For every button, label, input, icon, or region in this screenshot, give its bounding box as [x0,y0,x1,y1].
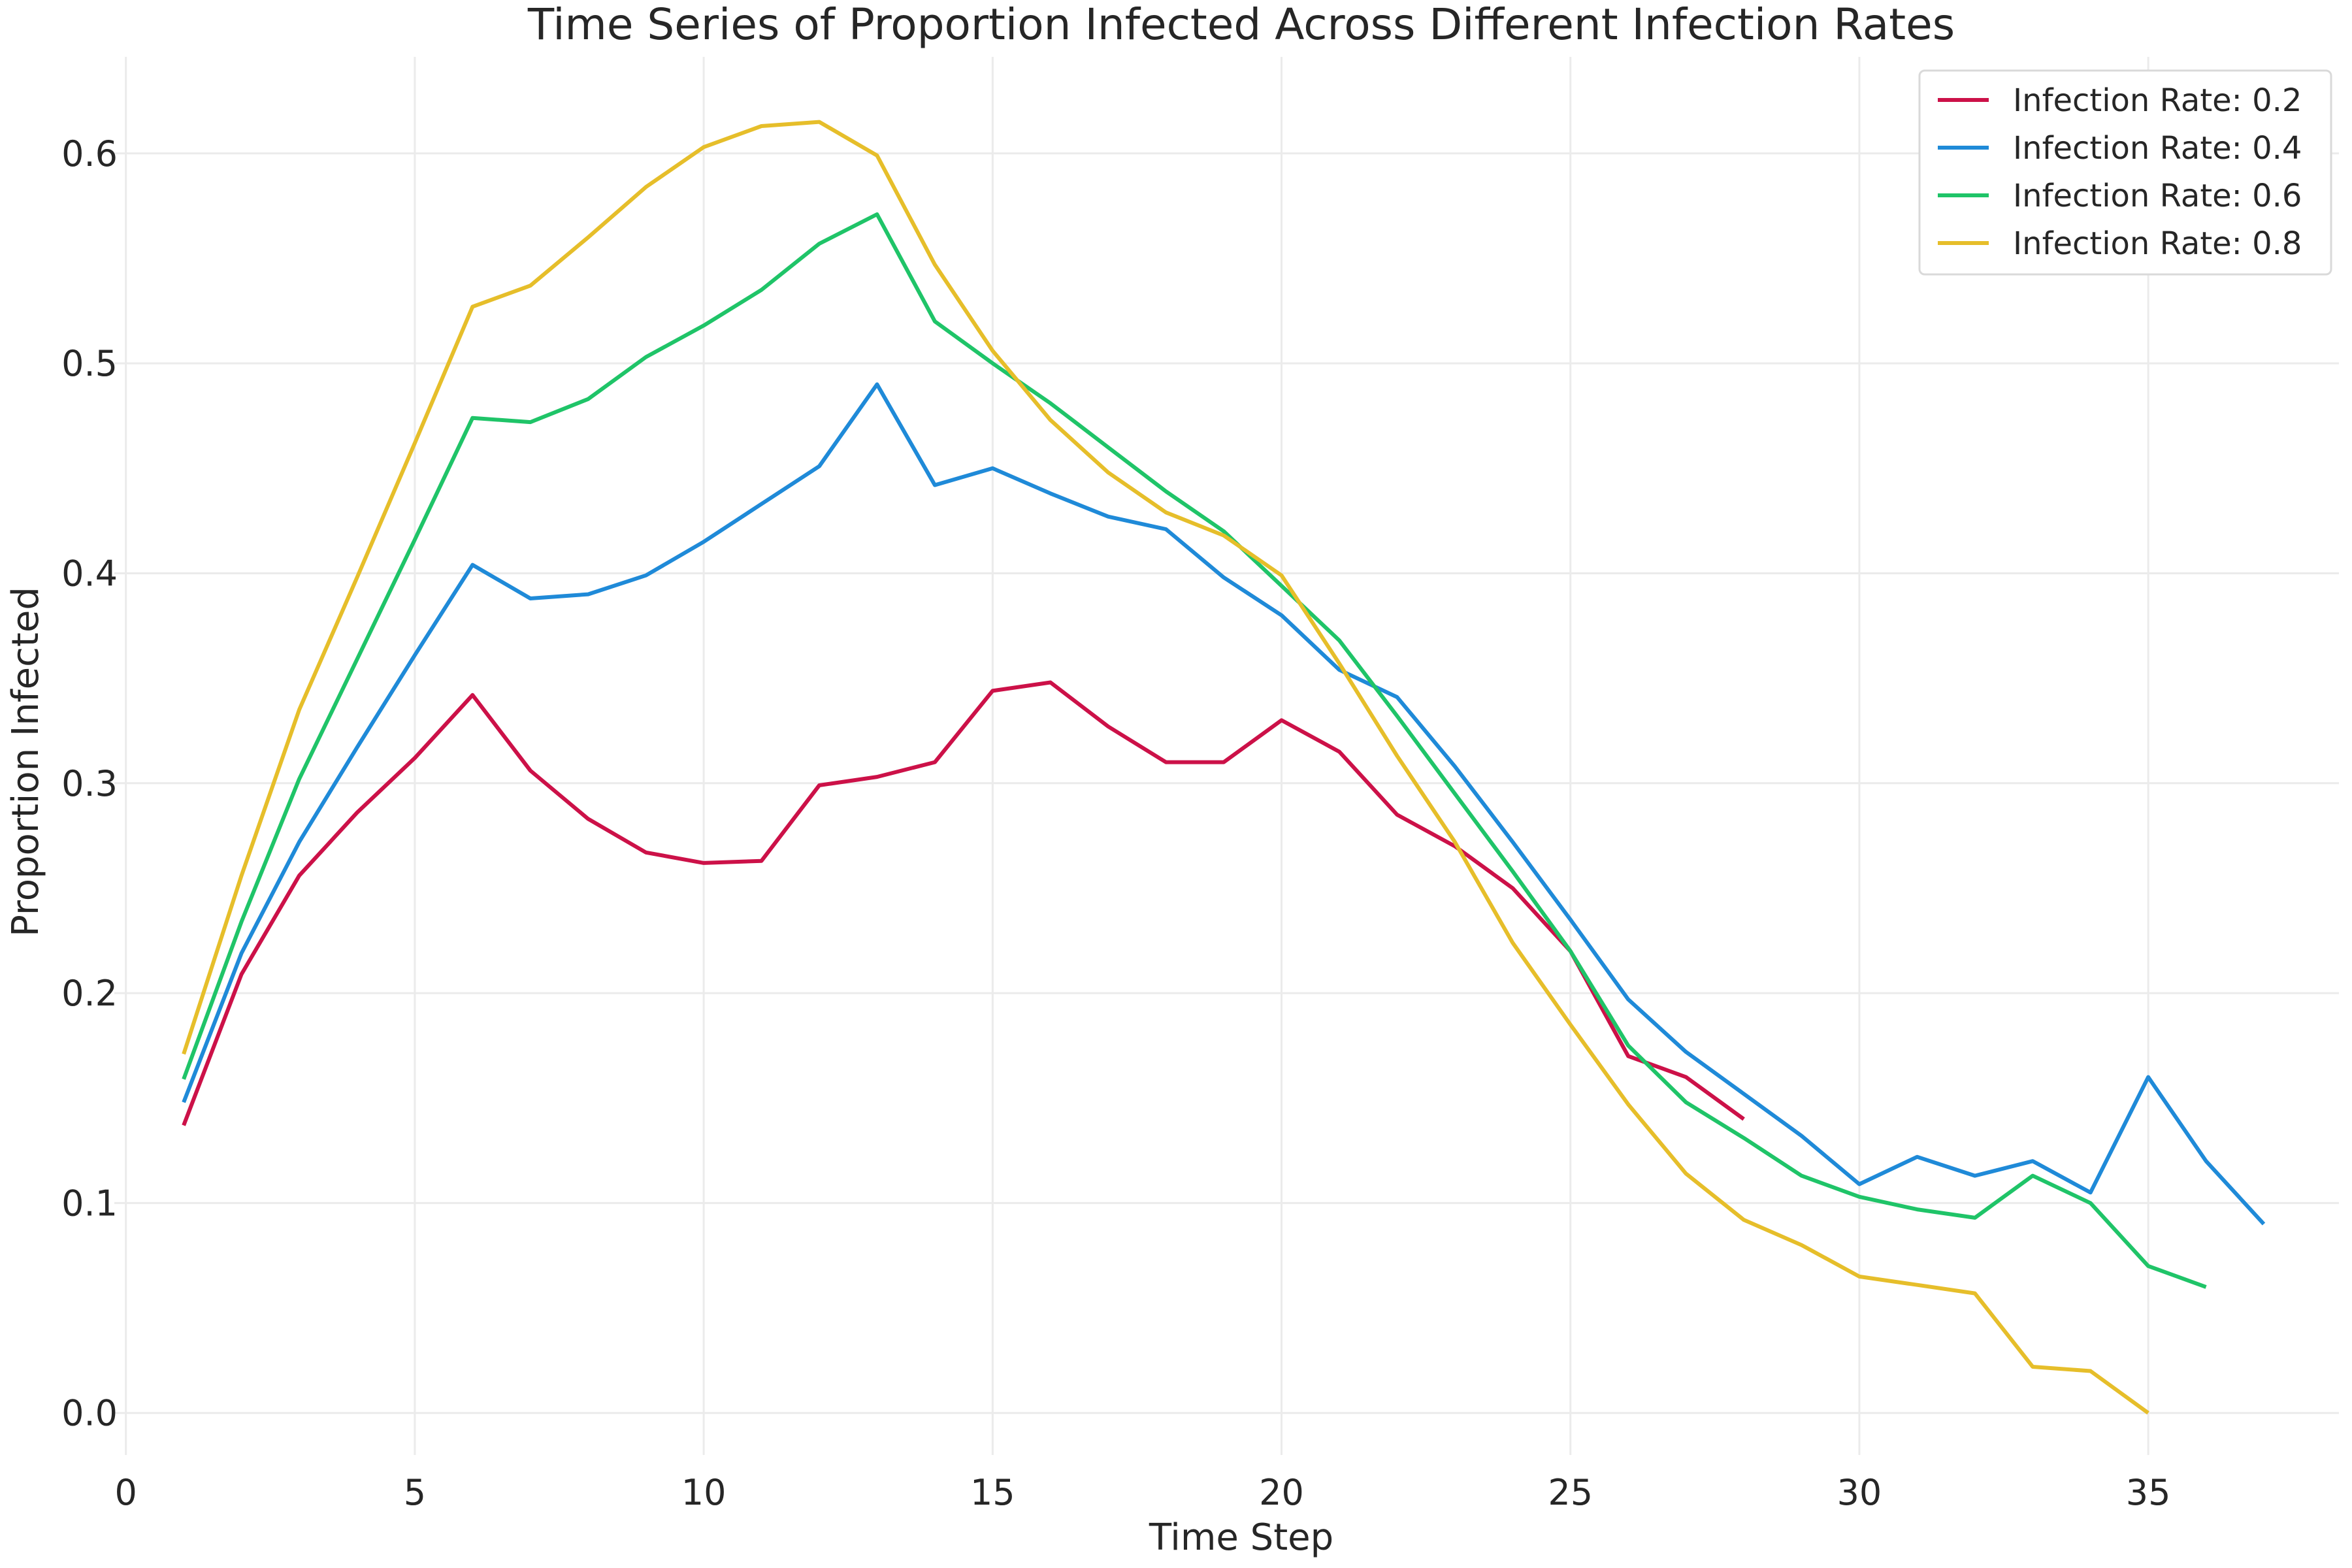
x-tick-label: 15 [970,1472,1015,1513]
series-line-3 [182,212,2207,1289]
legend-label-1: Infection Rate: 0.2 [2013,82,2302,119]
legend: Infection Rate: 0.2 Infection Rate: 0.4 In… [1918,69,2332,276]
x-tick-label: 10 [681,1472,727,1513]
series-layer [182,120,2266,1415]
x-tick-label: 20 [1259,1472,1304,1513]
chart-title: Time Series of Proportion Infected Acros… [527,0,1955,50]
legend-label-4: Infection Rate: 0.8 [2013,225,2302,262]
y-tick-label: 0.4 [61,553,118,594]
x-tick-label: 5 [404,1472,426,1513]
x-tick-label: 0 [115,1472,137,1513]
series-line-1 [182,680,1745,1126]
y-tick-label: 0.5 [61,343,118,384]
tick-label-layer: 0 5 10 15 20 25 30 35 0.0 0.1 0.2 0.3 0.4 0.5 0.6 [61,133,2170,1513]
x-axis-label: Time Step [1149,1516,1333,1559]
legend-items: Infection Rate: 0.2 Infection Rate: 0.4 In… [1938,82,2302,262]
legend-label-2: Infection Rate: 0.4 [2013,130,2302,167]
x-tick-label: 30 [1837,1472,1882,1513]
legend-label-3: Infection Rate: 0.6 [2013,178,2302,214]
y-axis-label: Proportion Infected [5,587,47,937]
y-tick-label: 0.0 [61,1393,118,1434]
series-line-2 [182,382,2266,1226]
y-tick-label: 0.6 [61,133,118,174]
y-tick-label: 0.2 [61,973,118,1014]
series-line-4 [182,120,2149,1415]
y-tick-label: 0.1 [61,1183,118,1224]
x-tick-label: 35 [2126,1472,2171,1513]
y-tick-label: 0.3 [61,763,118,804]
legend-frame [1918,69,2332,276]
x-tick-label: 25 [1548,1472,1593,1513]
grid-layer [114,57,2339,1455]
